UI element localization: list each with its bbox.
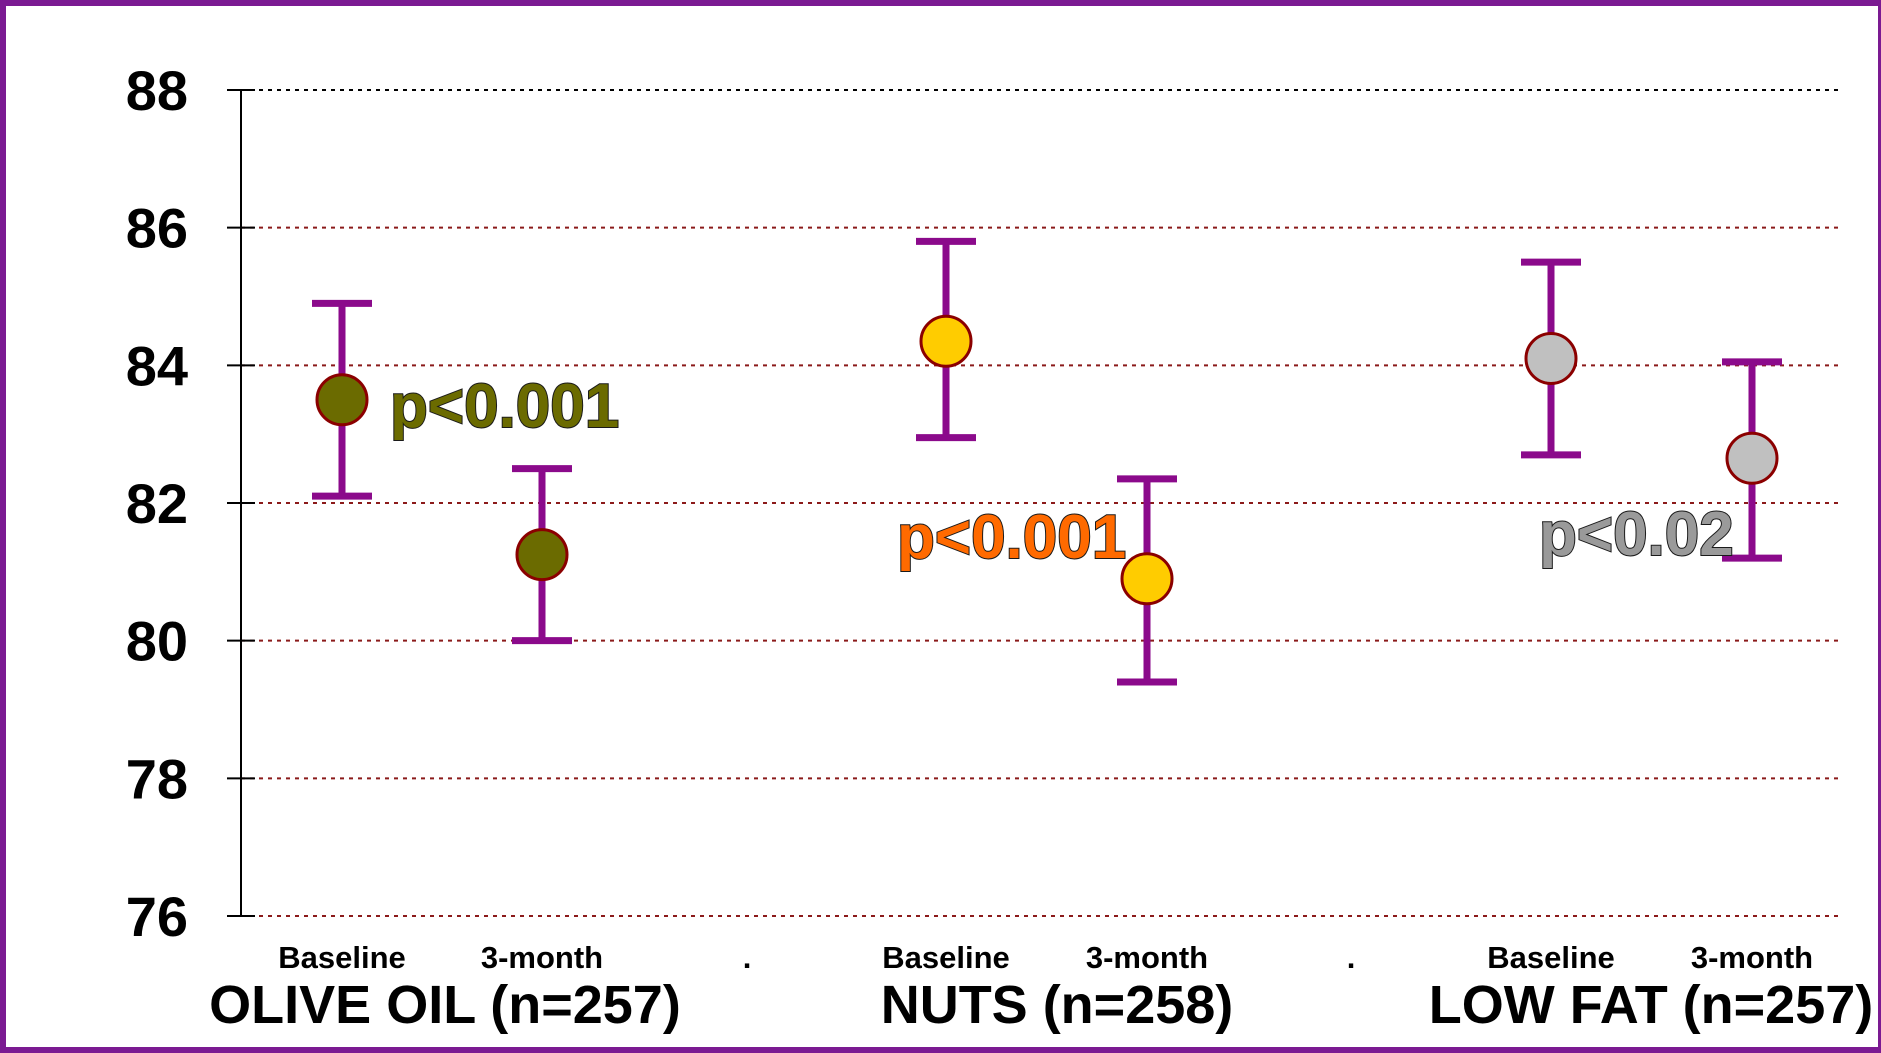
y-tick-label: 76 <box>126 885 188 948</box>
y-axis-ticks: 88 86 84 82 80 78 76 <box>126 59 255 948</box>
category-label: 3-month <box>1086 940 1208 975</box>
p-value-annotation: p<0.02 <box>1539 500 1734 569</box>
data-point <box>315 373 369 427</box>
category-label: 3-month <box>481 940 603 975</box>
category-label: Baseline <box>882 940 1010 975</box>
data-point <box>1725 431 1779 485</box>
y-tick-label: 78 <box>126 747 188 810</box>
y-tick-label: 84 <box>126 334 188 397</box>
data-point <box>1524 331 1578 385</box>
y-tick-label: 80 <box>126 610 188 673</box>
category-label: Baseline <box>278 940 406 975</box>
data-marks: p<0.001 p<0.001 p<0.02 <box>312 237 1782 686</box>
category-label: 3-month <box>1691 940 1813 975</box>
y-tick-label: 82 <box>126 472 188 535</box>
group-separator: . <box>743 940 752 975</box>
y-tick-label: 88 <box>126 59 188 122</box>
data-point <box>1120 552 1174 606</box>
p-value-annotation: p<0.001 <box>390 372 619 441</box>
group-label: OLIVE OIL (n=257) <box>209 975 681 1035</box>
group-label: NUTS (n=258) <box>881 975 1234 1035</box>
data-point <box>919 314 973 368</box>
p-value-annotation: p<0.001 <box>897 503 1126 572</box>
data-point <box>515 528 569 582</box>
group-label: LOW FAT (n=257) <box>1429 975 1874 1035</box>
y-tick-label: 86 <box>126 197 188 260</box>
group-separator: . <box>1347 940 1356 975</box>
category-label: Baseline <box>1487 940 1615 975</box>
